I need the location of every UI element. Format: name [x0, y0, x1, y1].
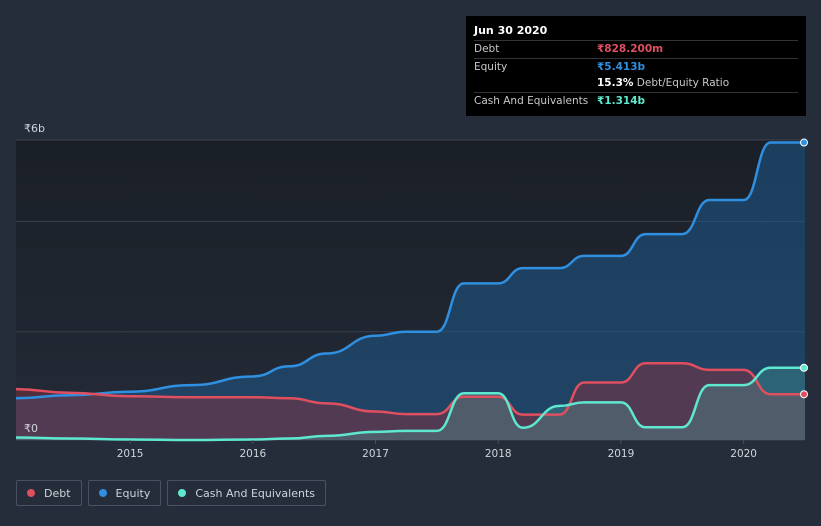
cash-line — [15, 366, 805, 442]
debt-end-marker[interactable] — [800, 390, 808, 399]
equity-area — [16, 142, 805, 441]
tooltip-equity-value: ₹5.413b — [597, 60, 646, 73]
tooltip-equity-row: Equity ₹5.413b — [474, 57, 798, 76]
equity-end-marker[interactable] — [800, 138, 808, 147]
tooltip-date: Jun 30 2020 — [474, 24, 548, 37]
debt-dot-icon — [27, 489, 35, 497]
legend-equity-label: Equity — [115, 486, 151, 500]
legend-item-equity[interactable]: Equity — [87, 480, 162, 506]
x-tick-label: 2018 — [485, 448, 512, 460]
tooltip-ratio-value: 15.3% — [597, 77, 634, 89]
tooltip-ratio: 15.3% Debt/Equity Ratio — [597, 75, 729, 92]
debt-area — [16, 363, 805, 440]
x-tick-label: 2019 — [608, 448, 635, 460]
y-tick-label: ₹6b — [24, 122, 45, 135]
tooltip-cash-label: Cash And Equivalents — [474, 94, 589, 107]
tooltip-debt-label: Debt — [474, 43, 500, 55]
tooltip-equity-label: Equity — [474, 60, 508, 73]
legend-cash-label: Cash And Equivalents — [195, 486, 315, 500]
cash-area — [16, 367, 805, 440]
tooltip-ratio-label: Debt/Equity Ratio — [636, 77, 730, 89]
legend-item-debt[interactable]: Debt — [16, 480, 82, 506]
x-tick-label: 2020 — [730, 448, 757, 460]
y-tick-label: ₹0 — [24, 422, 38, 435]
tooltip-cash-value: ₹1.314b — [597, 94, 646, 107]
tooltip-debt-row: Debt ₹828.200m — [474, 40, 798, 58]
x-tick-label: 2015 — [117, 448, 144, 460]
cash-dot-icon — [178, 489, 187, 497]
legend: Debt Equity Cash And Equivalents — [16, 480, 332, 508]
legend-item-cash[interactable]: Cash And Equivalents — [167, 480, 326, 506]
tooltip-cash-row: Cash And Equivalents ₹1.314b — [474, 91, 798, 110]
legend-debt-label: Debt — [44, 486, 71, 500]
x-tick-label: 2016 — [239, 448, 266, 460]
tooltip: Jun 30 2020 Debt ₹828.200m Equity ₹5.413… — [466, 16, 806, 116]
cash-end-marker[interactable] — [800, 363, 808, 372]
tooltip-debt-value: ₹828.200m — [597, 43, 664, 55]
x-tick-label: 2017 — [362, 448, 389, 460]
tooltip-ratio-row: 15.3% Debt/Equity Ratio — [474, 75, 798, 92]
debt-line — [15, 361, 805, 416]
equity-line — [15, 141, 805, 400]
equity-dot-icon — [98, 489, 107, 497]
